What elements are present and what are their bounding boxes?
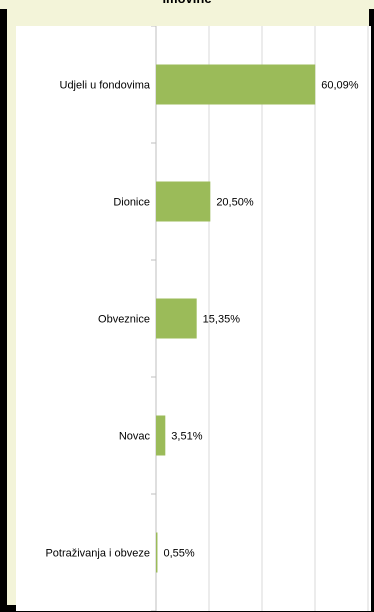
data-label: 0,55%	[163, 548, 194, 560]
bar-chart: Udjeli u fondovima 60,09% Dionice 20,50% Obv…	[45, 26, 369, 611]
category-label: Udjeli u fondovima	[60, 80, 151, 92]
category-label: Potraživanja i obveze	[45, 548, 150, 560]
data-label: 3,51%	[171, 431, 202, 443]
category-label: Dionice	[113, 197, 150, 209]
data-label: 60,09%	[321, 80, 359, 92]
category-label: Novac	[119, 431, 151, 443]
chart-title: imovine	[0, 0, 374, 7]
bar	[156, 181, 211, 222]
category-label: Obveznice	[98, 314, 150, 326]
bar	[156, 298, 197, 339]
bar	[156, 415, 166, 456]
data-label: 15,35%	[203, 314, 241, 326]
plot-area: Udjeli u fondovima 60,09% Dionice 20,50% Obv…	[16, 26, 371, 611]
bar	[156, 532, 158, 573]
data-label: 20,50%	[216, 197, 254, 209]
bar	[156, 64, 316, 105]
title-strip: imovine	[0, 0, 374, 9]
chart-panel: Udjeli u fondovima 60,09% Dionice 20,50% Obv…	[7, 9, 371, 611]
